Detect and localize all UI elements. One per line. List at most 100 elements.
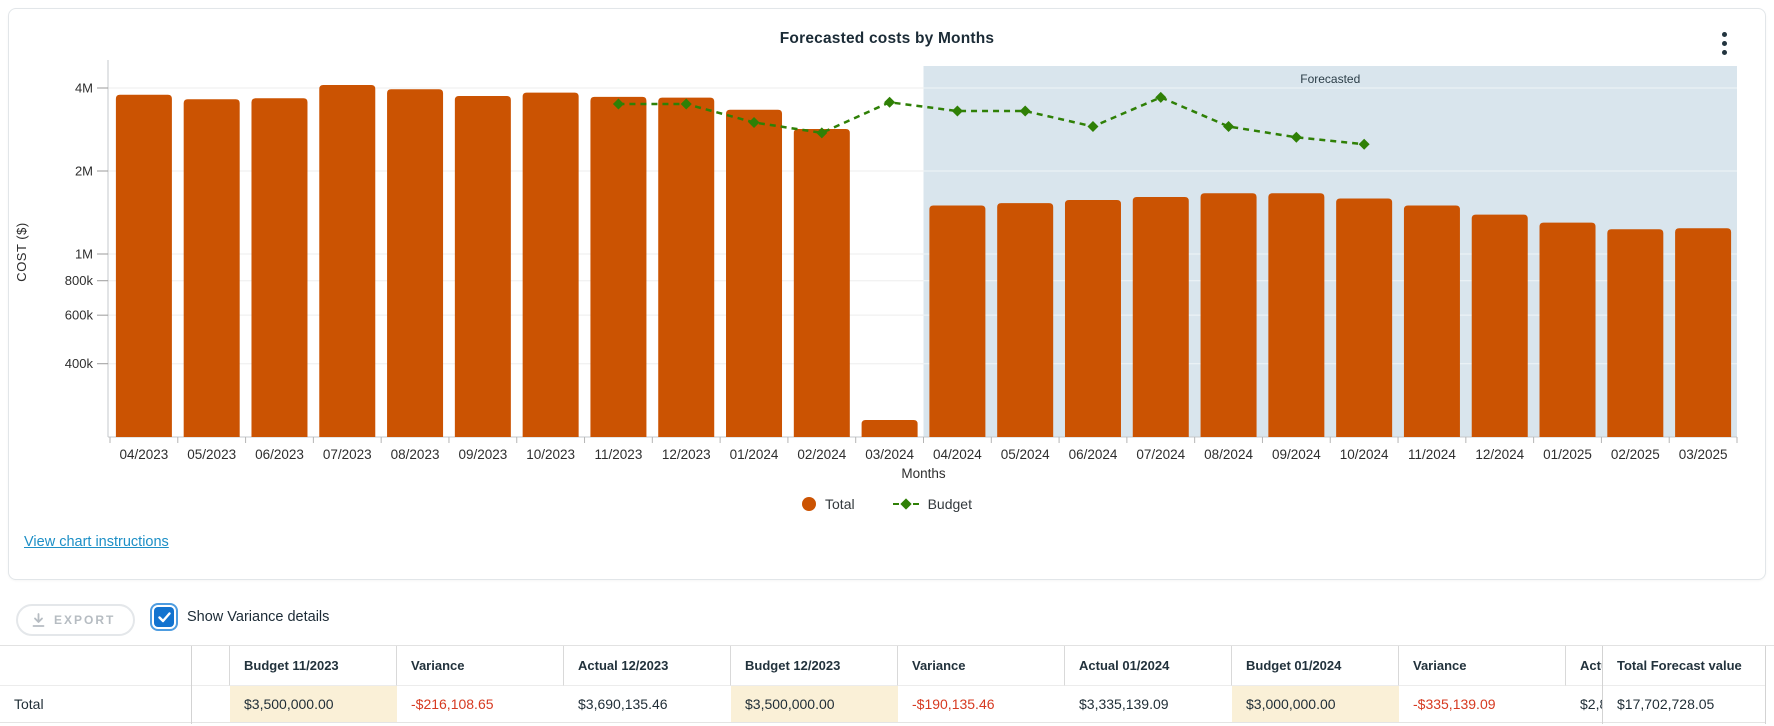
x-tick-label: 06/2023 [255,447,304,462]
budget-point-05/2024[interactable] [1019,105,1031,117]
column-header-Actual 01/2024: Actual 01/2024 [1065,646,1232,686]
view-chart-instructions-link[interactable]: View chart instructions [24,534,169,550]
budget-point-02/2024[interactable] [816,127,828,139]
total-forecast-value: $17,702,728.05 [1603,686,1765,723]
bar-06/2024[interactable] [1064,199,1121,437]
bar-07/2023[interactable] [319,85,376,437]
budget-line[interactable] [618,95,1365,146]
bar-03/2025[interactable] [1675,228,1732,437]
bar-09/2024[interactable] [1268,193,1325,437]
cell-Variance: -$216,108.65 [397,686,564,723]
x-tick-label: 01/2025 [1543,447,1592,462]
bar-12/2024[interactable] [1471,214,1528,437]
x-tick-label: 05/2023 [187,447,236,462]
bar-04/2024[interactable] [929,205,986,437]
column-Actual 12/2023: Actual 12/2023 $3,690,135.46 [564,646,731,724]
bar-12/2023[interactable] [658,97,715,437]
budget-point-10/2024[interactable] [1358,138,1370,150]
bar-09/2023[interactable] [454,96,511,437]
column-header-Budget 01/2024: Budget 01/2024 [1232,646,1399,686]
legend-label-total: Total [825,496,855,512]
x-tick-label: 07/2023 [323,447,372,462]
budget-point-03/2024[interactable] [884,96,896,108]
x-tick-label: 03/2024 [865,447,914,462]
cell-Variance: -$190,135.46 [898,686,1065,723]
bar-08/2024[interactable] [1200,193,1257,437]
cell-Budget 12/2023: $3,500,000.00 [731,686,898,723]
column-header-Variance: Variance [1399,646,1566,686]
x-tick-label: 03/2025 [1679,447,1728,462]
bar-02/2025[interactable] [1607,229,1664,437]
budget-point-04/2024[interactable] [951,105,963,117]
total-forecast-column: Total Forecast value $17,702,728.05 [1602,646,1766,724]
bar-10/2023[interactable] [522,92,579,437]
budget-point-01/2024[interactable] [748,116,760,128]
budget-point-09/2024[interactable] [1290,131,1302,143]
y-tick-label: 2M [75,164,93,179]
x-tick-label: 12/2024 [1475,447,1524,462]
x-tick-label: 12/2023 [662,447,711,462]
bar-01/2024[interactable] [726,109,783,438]
total-series-marker-icon [802,497,817,511]
budget-point-11/2023[interactable] [612,98,624,110]
y-tick-label: 800k [65,273,94,288]
bar-02/2024[interactable] [793,129,850,437]
show-variance-control[interactable]: Show Variance details [150,603,329,631]
bar-10/2024[interactable] [1336,198,1393,437]
bar-03/2024[interactable] [861,420,918,437]
budget-point-06/2024[interactable] [1087,121,1099,133]
clipped-column-remnant [192,646,230,724]
column-Budget 01/2024: Budget 01/2024 $3,000,000.00 [1232,646,1399,724]
bar-08/2023[interactable] [387,89,444,437]
x-tick-label: 02/2024 [797,447,846,462]
x-tick-label: 08/2024 [1204,447,1253,462]
budget-point-12/2023[interactable] [680,98,692,110]
bar-05/2024[interactable] [997,203,1054,437]
bar-04/2023[interactable] [115,94,172,438]
kebab-menu-icon[interactable] [1714,32,1734,64]
column-header-Budget 11/2023: Budget 11/2023 [230,646,397,686]
budget-point-08/2024[interactable] [1223,121,1235,133]
column-Actual 01/2024: Actual 01/2024 $3,335,139.09 [1065,646,1232,724]
bar-11/2023[interactable] [590,96,647,438]
x-tick-label: 08/2023 [391,447,440,462]
x-tick-label: 07/2024 [1136,447,1185,462]
column-Variance: Variance -$190,135.46 [898,646,1065,724]
bar-05/2023[interactable] [183,99,240,438]
y-tick-label: 1M [75,247,93,262]
column-header-Actual 12/2023: Actual 12/2023 [564,646,731,686]
export-button-label: EXPORT [54,613,116,627]
x-tick-label: 09/2024 [1272,447,1321,462]
x-tick-label: 05/2024 [1001,447,1050,462]
y-tick-label: 600k [65,308,94,323]
column-Actu: Actu$2,8 [1566,646,1602,724]
chart-title: Forecasted costs by Months [779,30,995,47]
legend-item-total[interactable]: Total [802,496,855,512]
chart-legend: Total Budget [0,493,1774,515]
legend-item-budget[interactable]: Budget [892,496,972,512]
column-header-Actu: Actu [1566,646,1602,686]
bar-01/2025[interactable] [1539,222,1596,437]
x-tick-label: 10/2023 [526,447,575,462]
forecast-chart: Forecasted 4M 2M 1M 800k 600k 400k 04/2023 05/20… [14,60,1738,481]
export-button[interactable]: EXPORT [16,604,136,636]
show-variance-checkbox[interactable] [154,607,174,627]
column-header-Variance: Variance [397,646,564,686]
cell-Budget 11/2023: $3,500,000.00 [230,686,397,723]
forecast-region-label: Forecasted [1300,72,1360,86]
cell-Actu: $2,8 [1566,686,1602,723]
bar-06/2023[interactable] [251,98,308,438]
variance-table: Total Budget 11/2023 $3,500,000.00 Variance… [0,645,1774,724]
column-header [0,646,191,686]
cell-Actual 01/2024: $3,335,139.09 [1065,686,1232,723]
x-tick-label: 06/2024 [1069,447,1118,462]
column-header-Total Forecast value: Total Forecast value [1603,646,1765,686]
download-icon [32,612,45,627]
show-variance-label: Show Variance details [187,609,330,625]
bar-07/2024[interactable] [1132,196,1189,437]
x-axis-title: Months [901,466,946,481]
column-header-Budget 12/2023: Budget 12/2023 [731,646,898,686]
column-header-Variance: Variance [898,646,1065,686]
bar-11/2024[interactable] [1403,205,1460,437]
budget-point-07/2024[interactable] [1155,91,1167,103]
